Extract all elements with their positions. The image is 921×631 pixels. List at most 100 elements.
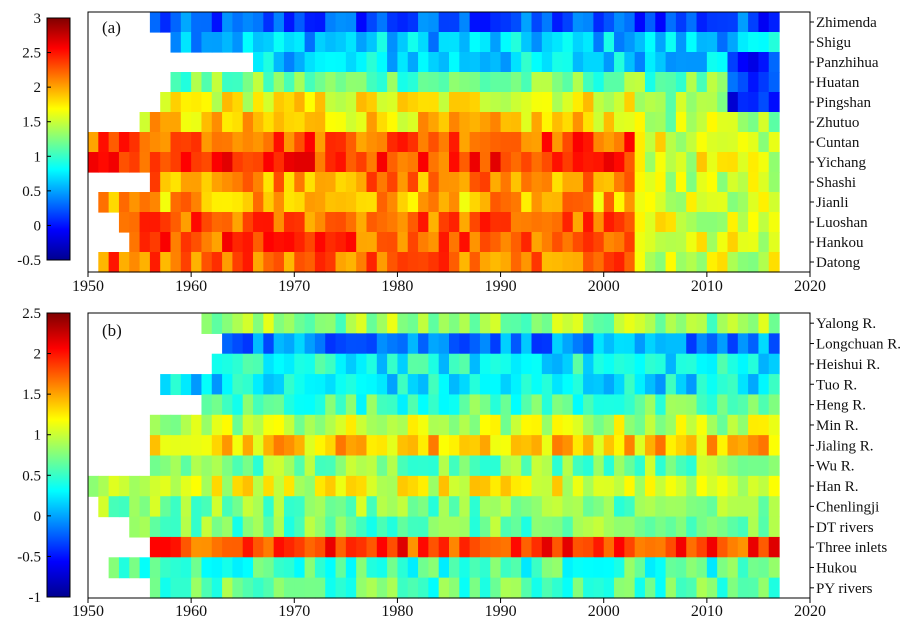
heatmap-cell <box>325 333 337 355</box>
heatmap-cell <box>459 455 471 477</box>
heatmap-cell <box>366 496 378 518</box>
heatmap-cell <box>665 516 677 538</box>
row-label: Luoshan <box>816 215 868 231</box>
heatmap-cell <box>356 132 368 153</box>
heatmap-cell <box>263 232 275 253</box>
heatmap-cell <box>232 374 244 396</box>
heatmap-cell <box>191 12 203 33</box>
heatmap-cell <box>304 536 316 558</box>
heatmap-cell <box>201 212 213 233</box>
heatmap-cell <box>717 536 729 558</box>
heatmap-cell <box>758 152 770 173</box>
heatmap-cell <box>562 333 574 355</box>
heatmap-cell <box>149 212 161 233</box>
heatmap-cell <box>510 12 522 33</box>
heatmap-cell <box>232 152 244 173</box>
heatmap-cell <box>366 252 378 273</box>
heatmap-cell <box>232 212 244 233</box>
heatmap-cell <box>500 313 512 334</box>
heatmap-cell <box>211 414 223 436</box>
heatmap-cell <box>469 516 481 538</box>
heatmap-cell <box>273 577 285 599</box>
heatmap-cell <box>304 313 316 334</box>
heatmap-cell <box>531 152 543 173</box>
heatmap-cell <box>180 92 192 113</box>
heatmap-cell <box>335 353 347 375</box>
heatmap-cell <box>521 92 533 113</box>
heatmap-cell <box>479 394 491 416</box>
heatmap-cell <box>706 192 718 213</box>
heatmap-cell <box>737 394 749 416</box>
heatmap-cell <box>325 374 337 396</box>
heatmap-cell <box>170 92 182 113</box>
heatmap-cell <box>748 353 760 375</box>
heatmap-cell <box>222 557 233 579</box>
heatmap-cell <box>294 435 306 457</box>
heatmap-cell <box>242 577 254 599</box>
heatmap-cell <box>325 152 337 173</box>
heatmap-cell <box>644 32 656 53</box>
heatmap-cell <box>541 333 553 355</box>
heatmap-cell <box>479 435 491 457</box>
heatmap-cell <box>459 394 471 416</box>
heatmap-cell <box>201 32 213 53</box>
heatmap-cell <box>624 455 636 477</box>
heatmap-cell <box>325 313 337 334</box>
heatmap-cell <box>552 435 564 457</box>
heatmap-cell <box>98 475 110 497</box>
heatmap-cell <box>170 557 182 579</box>
heatmap-cell <box>418 192 429 213</box>
row-label: Shigu <box>816 35 852 51</box>
heatmap-cell <box>356 112 368 133</box>
heatmap-cell <box>314 333 326 355</box>
heatmap-cell <box>263 455 275 477</box>
heatmap-cell <box>325 12 337 33</box>
x-tick-label: 1990 <box>485 278 517 295</box>
heatmap-cell <box>603 132 615 153</box>
heatmap-cell <box>675 394 687 416</box>
heatmap-cell <box>603 475 615 497</box>
heatmap-cell <box>180 132 192 153</box>
heatmap-cell <box>407 475 419 497</box>
heatmap-cell <box>459 374 471 396</box>
heatmap-cell <box>387 577 399 599</box>
heatmap-cell <box>552 394 564 416</box>
heatmap-cell <box>438 252 450 273</box>
heatmap-cell <box>180 374 192 396</box>
heatmap-cell <box>459 577 471 599</box>
x-tick-label: 2000 <box>588 603 620 620</box>
heatmap-cell <box>500 353 512 375</box>
heatmap-cell <box>479 112 491 133</box>
heatmap-cell <box>500 32 512 53</box>
heatmap-cell <box>253 414 264 436</box>
heatmap-cell <box>686 475 698 497</box>
heatmap-cell <box>583 252 594 273</box>
heatmap-cell <box>469 496 481 518</box>
heatmap-cell <box>768 414 780 436</box>
heatmap-cell <box>88 152 99 173</box>
heatmap-cell <box>98 252 110 273</box>
heatmap-cell <box>180 435 192 457</box>
heatmap-cell <box>737 557 749 579</box>
heatmap-cell <box>356 557 368 579</box>
heatmap-cell <box>510 496 522 518</box>
row-label: Cuntan <box>816 135 860 151</box>
heatmap-cell <box>644 72 656 93</box>
heatmap-cell <box>304 152 316 173</box>
heatmap-cell <box>459 132 471 153</box>
heatmap-cell <box>562 172 574 193</box>
heatmap-cell <box>253 577 264 599</box>
heatmap-cell <box>583 92 594 113</box>
heatmap-cell <box>273 132 285 153</box>
heatmap-cell <box>634 374 646 396</box>
row-label: Panzhihua <box>816 55 879 71</box>
heatmap-cell <box>675 252 687 273</box>
heatmap-cell <box>541 353 553 375</box>
heatmap-cell <box>521 313 533 334</box>
heatmap-cell <box>180 172 192 193</box>
heatmap-cell <box>531 32 543 53</box>
heatmap-cell <box>160 435 172 457</box>
heatmap-cell <box>449 333 460 355</box>
heatmap-cell <box>263 72 275 93</box>
heatmap-cell <box>325 92 337 113</box>
